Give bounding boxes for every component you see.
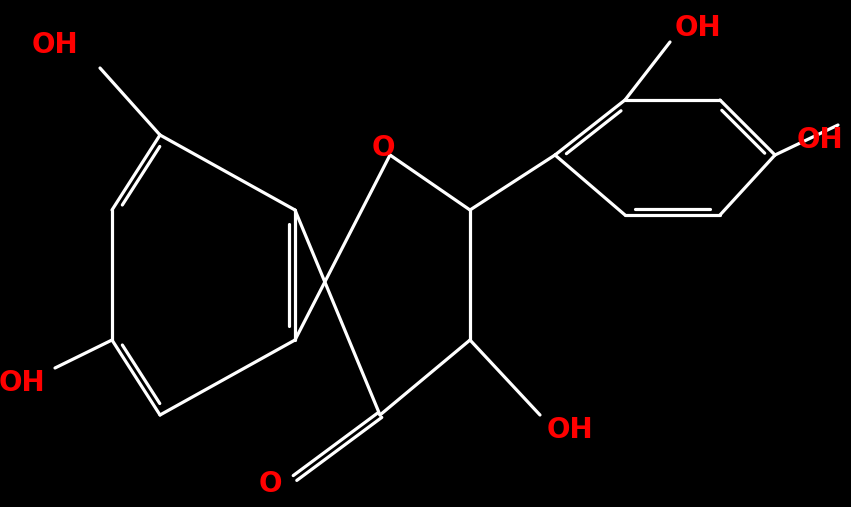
Text: OH: OH — [0, 369, 45, 397]
Text: O: O — [258, 470, 282, 498]
Text: OH: OH — [797, 126, 843, 154]
Text: OH: OH — [546, 416, 593, 444]
Text: OH: OH — [31, 31, 78, 59]
Text: O: O — [371, 134, 395, 162]
Text: OH: OH — [675, 14, 722, 42]
